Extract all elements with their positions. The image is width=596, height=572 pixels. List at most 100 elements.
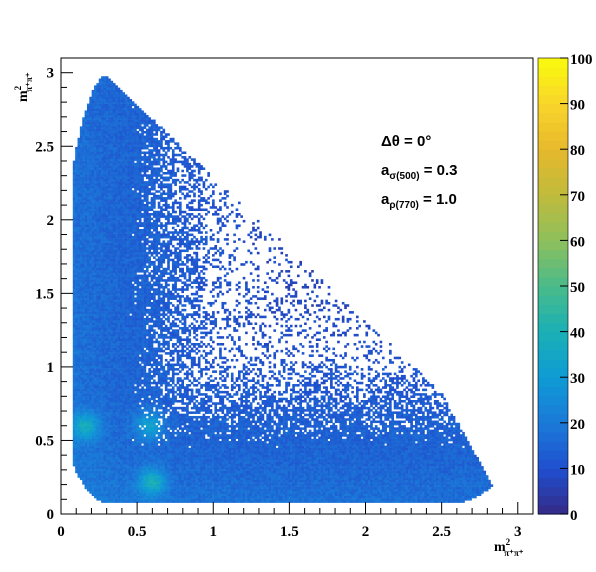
heatmap-cell xyxy=(91,226,95,230)
heatmap-cell xyxy=(136,140,140,143)
heatmap-cell xyxy=(96,379,100,383)
heatmap-cell xyxy=(129,386,133,389)
heatmap-cell xyxy=(91,156,95,159)
heatmap-cell xyxy=(89,260,92,264)
heatmap-cell xyxy=(82,242,85,246)
heatmap-cell xyxy=(117,468,121,471)
heatmap-cell xyxy=(94,117,97,120)
heatmap-cell xyxy=(84,358,88,362)
heatmap-cell xyxy=(89,429,92,433)
heatmap-cell xyxy=(89,393,92,396)
heatmap-cell xyxy=(112,215,116,218)
heatmap-cell xyxy=(108,197,111,200)
heatmap-cell xyxy=(117,438,121,442)
heatmap-cell xyxy=(91,409,95,412)
heatmap-cell xyxy=(77,381,81,385)
heatmap-cell xyxy=(120,169,123,173)
heatmap-cell xyxy=(117,137,121,141)
heatmap-cell xyxy=(112,429,116,433)
heatmap-cell xyxy=(105,267,109,271)
heatmap-cell xyxy=(105,479,109,483)
heatmap-cell xyxy=(120,384,123,387)
heatmap-cell xyxy=(108,327,111,330)
heatmap-cell xyxy=(94,121,97,125)
heatmap-cell xyxy=(122,174,125,177)
heatmap-cell xyxy=(77,263,81,266)
heatmap-cell xyxy=(75,322,78,326)
heatmap-cell xyxy=(124,329,128,332)
heatmap-cell xyxy=(127,390,130,394)
heatmap-cell xyxy=(77,431,81,435)
heatmap-cell xyxy=(101,468,104,471)
heatmap-cell xyxy=(96,89,100,93)
heatmap-cell xyxy=(120,199,123,202)
heatmap-cell xyxy=(122,415,125,419)
heatmap-cell xyxy=(127,263,130,266)
heatmap-cell xyxy=(110,117,114,120)
heatmap-cell xyxy=(134,172,137,175)
heatmap-cell xyxy=(96,263,100,266)
heatmap-cell xyxy=(86,472,90,476)
heatmap-cell xyxy=(75,338,78,341)
heatmap-cell xyxy=(98,208,102,212)
heatmap-cell xyxy=(124,457,128,460)
heatmap-cell xyxy=(86,190,90,193)
heatmap-cell xyxy=(86,142,90,145)
heatmap-cell xyxy=(79,331,83,335)
heatmap-cell xyxy=(110,297,114,300)
heatmap-cell xyxy=(82,301,85,305)
heatmap-cell xyxy=(94,482,97,485)
heatmap-cell xyxy=(84,427,88,430)
heatmap-cell xyxy=(117,324,121,328)
heatmap-cell xyxy=(108,441,111,444)
heatmap-cell xyxy=(110,206,114,209)
heatmap-cell xyxy=(79,352,83,355)
heatmap-cell xyxy=(103,244,107,248)
heatmap-cell xyxy=(82,370,85,373)
heatmap-cell xyxy=(136,151,140,155)
heatmap-cell xyxy=(117,292,121,296)
heatmap-cell xyxy=(77,317,81,321)
heatmap-cell xyxy=(136,299,140,303)
heatmap-cell xyxy=(115,192,118,196)
heatmap-cell xyxy=(101,203,104,207)
heatmap-cell xyxy=(136,361,140,364)
heatmap-cell xyxy=(131,222,135,225)
heatmap-cell xyxy=(98,436,102,440)
heatmap-cell xyxy=(127,447,130,451)
heatmap-cell xyxy=(134,479,137,483)
heatmap-cell xyxy=(103,165,107,168)
heatmap-cell xyxy=(72,265,76,269)
heatmap-cell xyxy=(89,297,92,300)
heatmap-cell xyxy=(96,128,100,132)
heatmap-cell xyxy=(134,199,137,202)
heatmap-cell xyxy=(89,254,92,257)
heatmap-cell xyxy=(122,377,125,380)
heatmap-cell xyxy=(96,276,100,280)
heatmap-cell xyxy=(101,249,104,253)
heatmap-cell xyxy=(101,258,104,262)
heatmap-cell xyxy=(103,144,107,148)
heatmap-cell xyxy=(91,99,95,102)
heatmap-cell xyxy=(98,322,102,326)
heatmap-cell xyxy=(72,311,76,314)
heatmap-cell xyxy=(120,340,123,344)
heatmap-cell xyxy=(105,472,109,476)
heatmap-cell xyxy=(120,317,123,321)
heatmap-cell xyxy=(108,194,111,198)
heatmap-cell xyxy=(134,338,137,341)
heatmap-cell xyxy=(131,370,135,373)
heatmap-cell xyxy=(129,395,133,398)
heatmap-cell xyxy=(96,226,100,230)
heatmap-cell xyxy=(101,297,104,300)
heatmap-cell xyxy=(96,413,100,417)
heatmap-cell xyxy=(101,445,104,449)
heatmap-cell xyxy=(98,488,102,492)
heatmap-cell xyxy=(110,377,114,380)
heatmap-cell xyxy=(120,304,123,307)
heatmap-cell xyxy=(103,384,107,387)
heatmap-cell xyxy=(117,390,121,394)
heatmap-cell xyxy=(122,295,125,298)
heatmap-cell xyxy=(110,415,114,419)
heatmap-cell xyxy=(89,372,92,376)
